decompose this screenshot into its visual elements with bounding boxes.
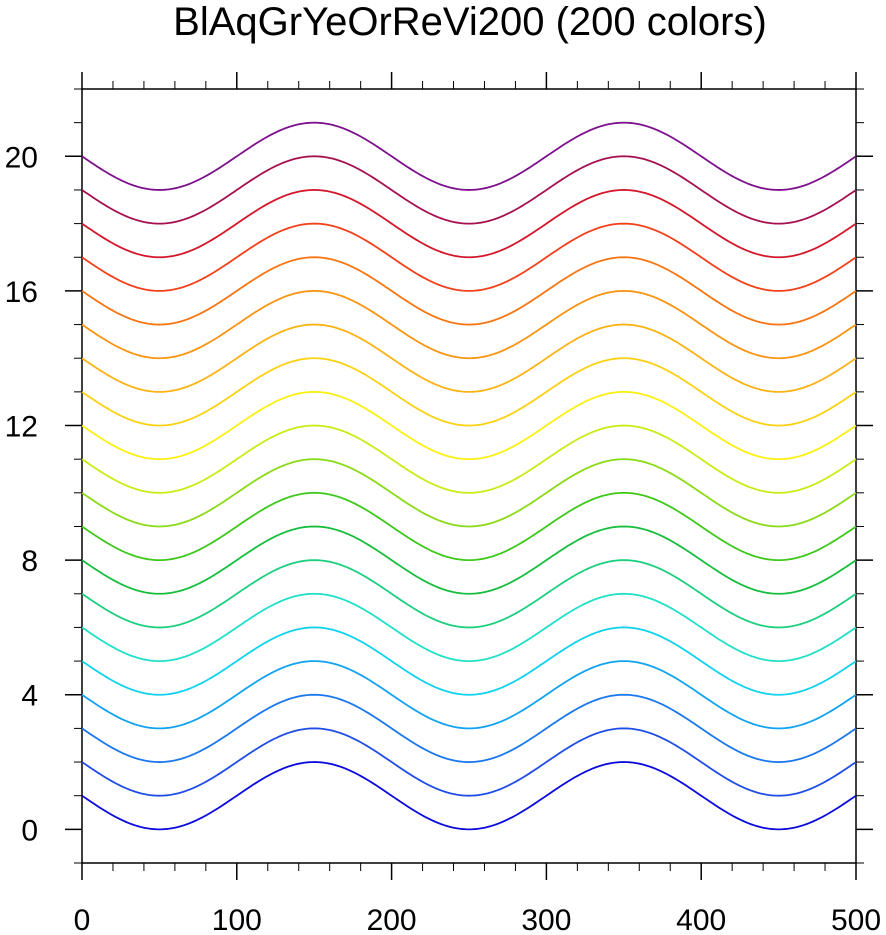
series-line-6 <box>81 559 857 629</box>
series-line-18 <box>81 155 857 225</box>
x-tick-label: 0 <box>74 904 91 935</box>
plot-frame <box>81 88 857 864</box>
series-line-17 <box>81 189 857 259</box>
series-line-19 <box>81 121 857 191</box>
series-line-4 <box>81 626 857 696</box>
chart-title: BlAqGrYeOrReVi200 (200 colors) <box>173 0 767 44</box>
series-line-7 <box>81 525 857 595</box>
y-tick-label: 4 <box>21 680 38 713</box>
series-lines <box>81 121 857 831</box>
x-tick-label: 400 <box>676 904 726 935</box>
y-tick-label: 16 <box>5 276 38 309</box>
series-line-16 <box>81 222 857 292</box>
series-line-11 <box>81 390 857 461</box>
series-line-12 <box>81 357 857 427</box>
series-line-2 <box>81 693 857 763</box>
series-line-14 <box>81 290 857 360</box>
series-line-9 <box>81 458 857 528</box>
series-line-8 <box>81 491 857 562</box>
y-tick-label: 20 <box>5 141 38 174</box>
y-tick-label: 0 <box>21 814 38 847</box>
tick-labels: 0 100 200 300 400 500 0 4 8 12 16 20 <box>5 141 881 935</box>
x-tick-label: 300 <box>521 904 571 935</box>
series-line-13 <box>81 323 857 393</box>
x-tick-label: 500 <box>831 904 881 935</box>
series-line-3 <box>81 660 857 730</box>
x-tick-label: 200 <box>367 904 417 935</box>
series-line-15 <box>81 256 857 326</box>
y-tick-label: 8 <box>21 545 38 578</box>
y-tick-label: 12 <box>5 411 38 444</box>
axis-ticks <box>65 72 873 880</box>
series-line-1 <box>81 727 857 797</box>
x-tick-label: 100 <box>212 904 262 935</box>
series-line-10 <box>81 424 857 494</box>
series-line-5 <box>81 592 857 662</box>
series-line-0 <box>81 761 857 831</box>
